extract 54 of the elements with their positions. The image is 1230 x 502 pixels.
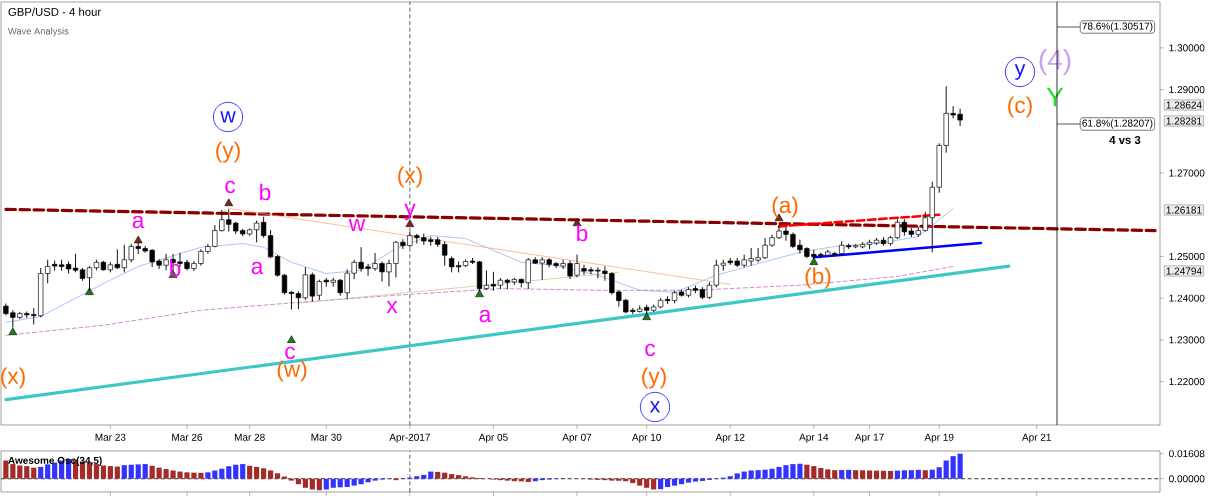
annotation: c — [225, 180, 236, 194]
annotation: x — [386, 300, 398, 313]
y-tick-label: 1.29000 — [1169, 86, 1205, 94]
y-tick-label: 1.23000 — [1169, 336, 1205, 344]
y-tick-label: 1.27000 — [1169, 169, 1205, 177]
x-tick-label: Apr 12 — [715, 433, 745, 443]
annotation: Y — [1046, 87, 1064, 107]
annotation: (x) — [1, 367, 25, 389]
annotation: a — [479, 309, 492, 323]
y-tick-label: 1.24000 — [1169, 294, 1205, 302]
chart-title: GBP/USD - 4 hour — [8, 7, 101, 16]
annotation: y — [1014, 64, 1026, 80]
annotation: (w) — [277, 360, 307, 382]
x-tick-label: Apr 10 — [631, 433, 661, 443]
annotation: c — [645, 343, 656, 357]
y-tick-label: 1.25000 — [1169, 252, 1205, 260]
annotation: (b) — [805, 267, 831, 289]
y-tick-label: 0.01608 — [1169, 450, 1205, 458]
x-tick-label: Mar 26 — [172, 433, 203, 441]
x-tick-label: Apr 14 — [799, 433, 829, 443]
annotation: b — [170, 259, 181, 277]
annotation: a — [132, 215, 145, 229]
annotation: (c) — [1008, 96, 1032, 118]
annotation: x — [649, 401, 661, 413]
annotation: b — [260, 183, 271, 201]
y-tick-label: 0.00000 — [1169, 475, 1205, 483]
x-tick-label: Apr-2017 — [389, 433, 430, 443]
x-tick-label: Mar 30 — [311, 433, 342, 441]
annotation: 78.6%(1.30517) — [1082, 22, 1153, 32]
text: Wave Analysis — [7, 27, 69, 37]
x-tick-label: Apr 19 — [924, 433, 954, 443]
annotation: w — [348, 218, 366, 231]
x-tick-label: Apr 21 — [1022, 433, 1051, 443]
x-tick-label: Apr 07 — [562, 433, 592, 443]
annotation: w — [220, 111, 236, 123]
annotation: 4 vs 3 — [1109, 135, 1141, 145]
annotation: (x) — [398, 166, 422, 188]
y-tick-label: 1.22000 — [1169, 378, 1205, 386]
y-tick-label: 1.30000 — [1169, 44, 1205, 52]
annotation: (a) — [772, 196, 798, 218]
annotation: c — [285, 346, 296, 360]
text: 1.28624 — [1166, 101, 1202, 109]
text: 1.26181 — [1166, 206, 1202, 214]
annotation: 61.8%(1.28207) — [1082, 119, 1153, 129]
x-tick-label: Apr 05 — [478, 433, 508, 443]
annotation: b — [577, 224, 588, 242]
annotation: (y) — [642, 367, 666, 389]
x-tick-label: Mar 28 — [234, 433, 265, 441]
text: 1.28281 — [1166, 117, 1202, 125]
x-tick-label: Apr 17 — [854, 433, 884, 443]
annotation: (y) — [216, 141, 240, 163]
text: 1.24794 — [1166, 267, 1202, 275]
x-tick-label: Mar 23 — [95, 433, 126, 441]
annotation: a — [251, 261, 264, 275]
